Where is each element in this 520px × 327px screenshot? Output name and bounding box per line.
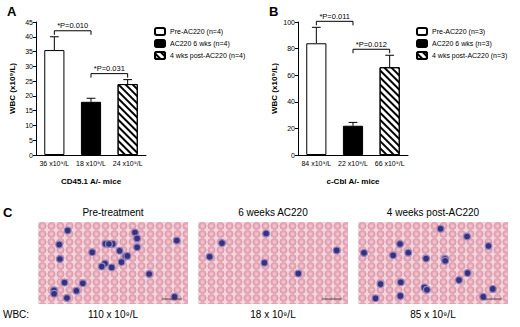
svg-text:Pre-AC220 (n=3): Pre-AC220 (n=3) bbox=[432, 28, 485, 36]
svg-text:15: 15 bbox=[25, 107, 33, 114]
svg-text:5: 5 bbox=[29, 137, 33, 144]
svg-text:35: 35 bbox=[25, 48, 33, 55]
svg-text:100: 100 bbox=[283, 19, 295, 26]
svg-text:Pre-AC220 (n=4): Pre-AC220 (n=4) bbox=[170, 28, 223, 36]
html-text:Pre-treatment: Pre-treatment bbox=[82, 207, 144, 218]
svg-text:AC220 6 wks (n=3): AC220 6 wks (n=3) bbox=[432, 40, 492, 48]
svg-text:*P=0.010: *P=0.010 bbox=[57, 21, 88, 30]
svg-text:20: 20 bbox=[287, 125, 295, 132]
html-text:C: C bbox=[3, 205, 13, 220]
html-text:110 x 10⁹/L: 110 x 10⁹/L bbox=[87, 309, 139, 320]
svg-text:24 x10⁹/L: 24 x10⁹/L bbox=[113, 160, 143, 167]
svg-text:CD45.1 A/- mice: CD45.1 A/- mice bbox=[61, 177, 122, 186]
svg-text:36 x10⁹/L: 36 x10⁹/L bbox=[39, 160, 69, 167]
svg-text:40: 40 bbox=[287, 98, 295, 105]
svg-text:40: 40 bbox=[25, 33, 33, 40]
svg-text:10: 10 bbox=[25, 122, 33, 129]
svg-text:4 wks post-AC220 (n=3): 4 wks post-AC220 (n=3) bbox=[432, 52, 507, 60]
svg-text:18 x10⁹/L: 18 x10⁹/L bbox=[76, 160, 106, 167]
svg-text:66 x10⁹/L: 66 x10⁹/L bbox=[375, 160, 405, 167]
html-text:18 x 10⁹/L: 18 x 10⁹/L bbox=[250, 309, 296, 320]
svg-text:AC220 6 wks (n=4): AC220 6 wks (n=4) bbox=[170, 40, 230, 48]
svg-text:84 x10⁹/L: 84 x10⁹/L bbox=[301, 160, 331, 167]
svg-text:*P=0.031: *P=0.031 bbox=[94, 64, 125, 73]
svg-text:A: A bbox=[7, 4, 17, 19]
svg-text:30: 30 bbox=[25, 63, 33, 70]
html-text:85 x 10⁹/L: 85 x 10⁹/L bbox=[410, 309, 456, 320]
svg-text:45: 45 bbox=[25, 19, 33, 26]
html-text:4 weeks post-AC220: 4 weeks post-AC220 bbox=[386, 207, 480, 218]
svg-text:20: 20 bbox=[25, 92, 33, 99]
svg-text:0: 0 bbox=[29, 152, 33, 159]
svg-text:WBC (x10⁹/L): WBC (x10⁹/L) bbox=[8, 63, 17, 114]
svg-text:*P=0.011: *P=0.011 bbox=[319, 12, 350, 21]
svg-text:60: 60 bbox=[287, 72, 295, 79]
svg-text:*P=0.012: *P=0.012 bbox=[356, 40, 387, 49]
svg-text:25: 25 bbox=[25, 78, 33, 85]
svg-text:WBC (x10⁹/L): WBC (x10⁹/L) bbox=[270, 63, 279, 114]
svg-text:80: 80 bbox=[287, 45, 295, 52]
html-text:6 weeks AC220: 6 weeks AC220 bbox=[238, 207, 308, 218]
html-text:WBC:: WBC: bbox=[3, 309, 30, 320]
svg-text:22 x10⁹/L: 22 x10⁹/L bbox=[338, 160, 368, 167]
svg-text:4 wks post-AC220 (n=4): 4 wks post-AC220 (n=4) bbox=[170, 52, 245, 60]
svg-text:B: B bbox=[269, 4, 278, 19]
svg-text:c-Cbl A/- mice: c-Cbl A/- mice bbox=[326, 177, 380, 186]
svg-text:0: 0 bbox=[291, 152, 295, 159]
